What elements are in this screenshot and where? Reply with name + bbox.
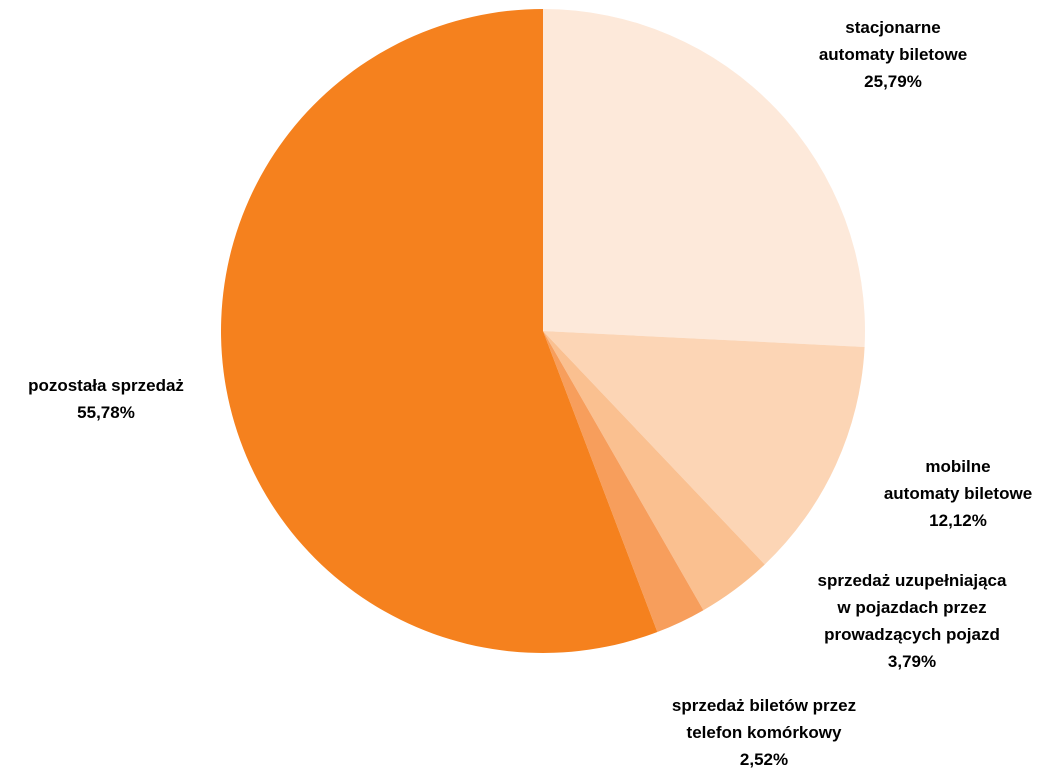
slice-label-3: sprzedaż uzupełniająca w pojazdach przez p… xyxy=(818,571,1007,671)
pie-slice-3 xyxy=(543,331,765,611)
pie-slice-4 xyxy=(543,331,704,632)
slice-label-line: automaty biletowe xyxy=(884,484,1032,503)
pie-slice-5 xyxy=(221,9,658,653)
slice-label-line: mobilne xyxy=(925,457,990,476)
slice-label-line: sprzedaż biletów przez xyxy=(672,696,856,715)
slice-label-line: automaty biletowe xyxy=(819,45,967,64)
slice-label-line: pozostała sprzedaż xyxy=(28,376,184,395)
pie-slices xyxy=(221,9,865,653)
pie-labels: stacjonarne automaty biletowe 25,79% mobiln… xyxy=(28,18,1032,769)
slice-label-line: w pojazdach przez xyxy=(836,598,986,617)
slice-value-1: 25,79% xyxy=(864,72,922,91)
pie-slice-2 xyxy=(543,331,865,565)
slice-value-5: 55,78% xyxy=(77,403,135,422)
slice-label-line: sprzedaż uzupełniająca xyxy=(818,571,1007,590)
slice-label-5: pozostała sprzedaż 55,78% xyxy=(28,376,184,422)
pie-slice-1 xyxy=(543,9,865,347)
slice-label-4: sprzedaż biletów przez telefon komórkowy 2… xyxy=(672,696,856,769)
slice-label-1: stacjonarne automaty biletowe 25,79% xyxy=(819,18,967,91)
slice-value-3: 3,79% xyxy=(888,652,936,671)
slice-label-line: stacjonarne xyxy=(845,18,940,37)
slice-value-2: 12,12% xyxy=(929,511,987,530)
slice-label-line: telefon komórkowy xyxy=(687,723,842,742)
slice-value-4: 2,52% xyxy=(740,750,788,769)
slice-label-2: mobilne automaty biletowe 12,12% xyxy=(884,457,1032,530)
slice-label-line: prowadzących pojazd xyxy=(824,625,1000,644)
